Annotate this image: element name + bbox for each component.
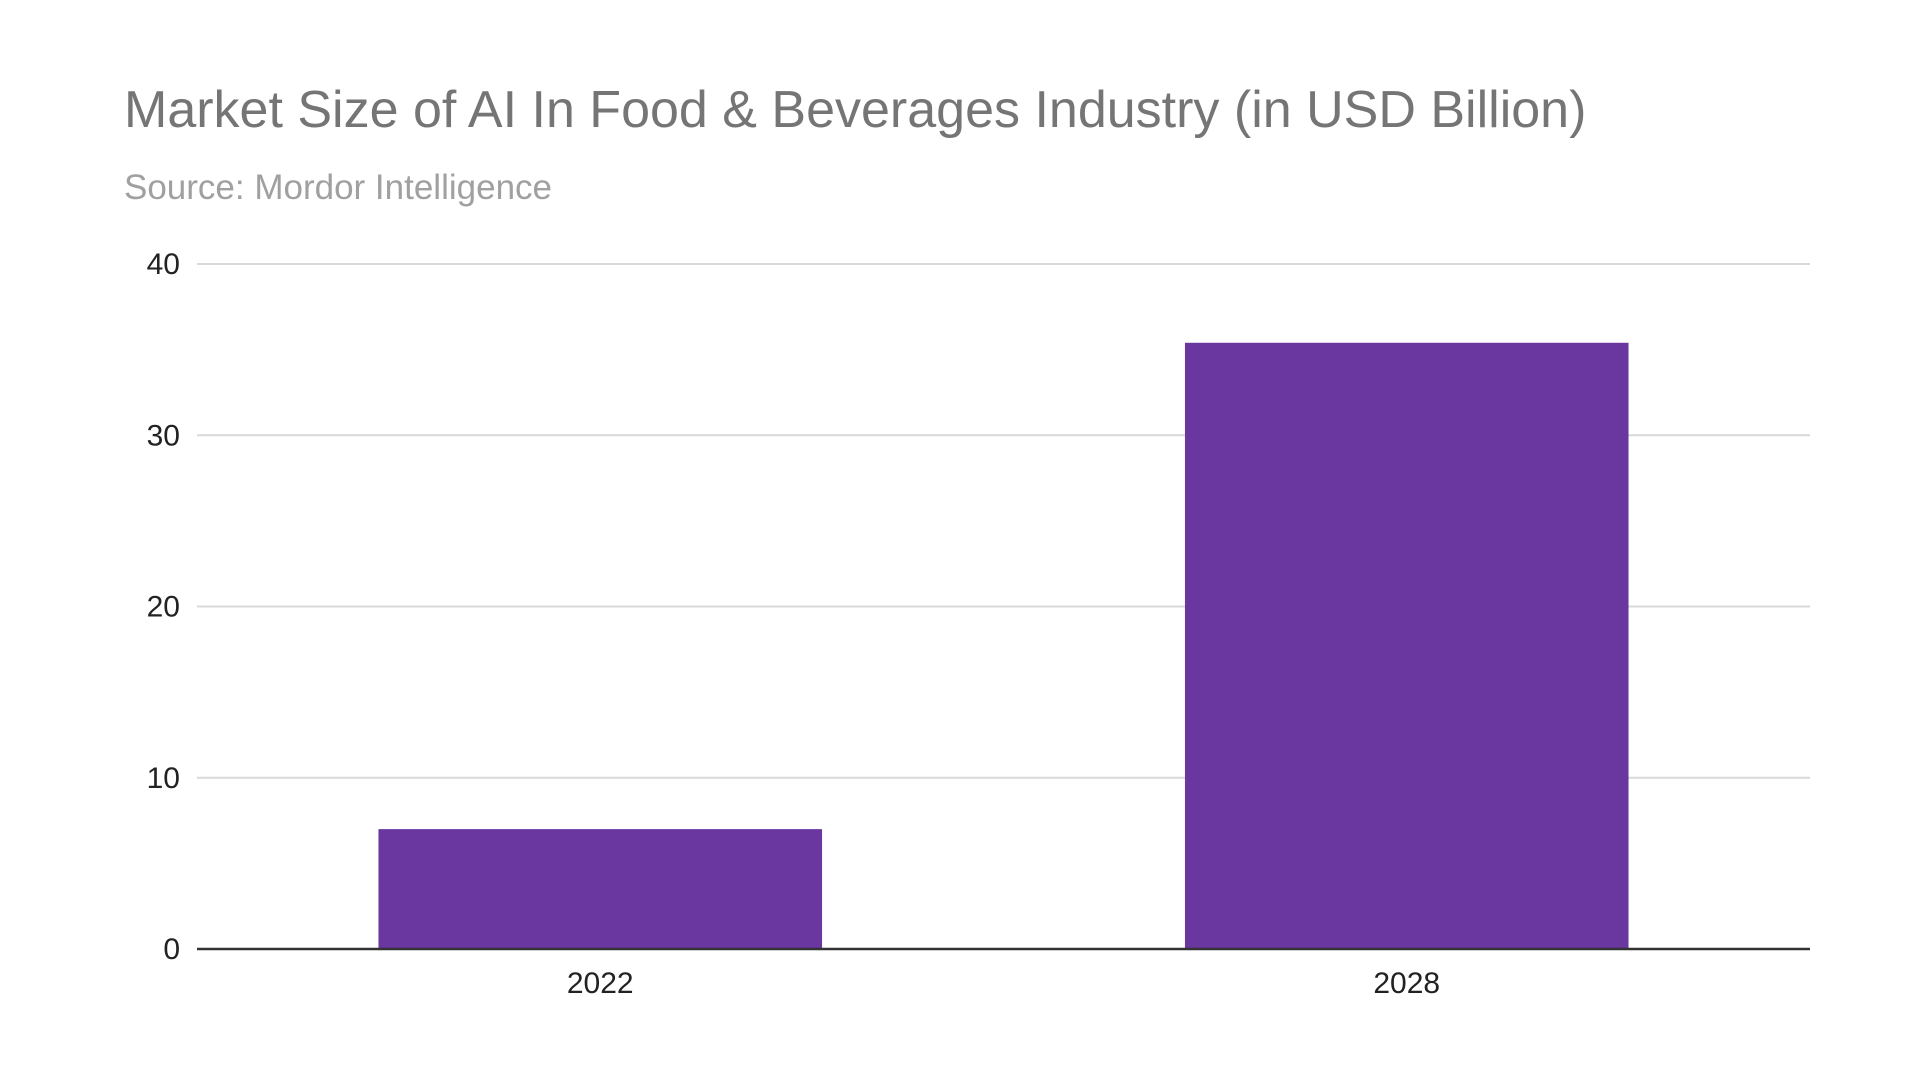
bars (378, 342, 1629, 949)
chart-title: Market Size of AI In Food & Beverages In… (124, 81, 1587, 139)
bar-2028 (1184, 342, 1629, 949)
y-tick-label: 10 (147, 762, 180, 795)
y-tick-label: 0 (163, 933, 180, 966)
x-tick-label: 2022 (567, 967, 634, 1000)
tick-labels: 0 10 20 30 40 2022 2028 (147, 248, 1441, 1000)
x-tick-label: 2028 (1373, 967, 1440, 1000)
chart-subtitle: Source: Mordor Intelligence (124, 168, 552, 207)
y-tick-label: 30 (147, 419, 180, 452)
bar-2022 (378, 829, 823, 949)
y-tick-label: 20 (147, 591, 180, 624)
y-tick-label: 40 (147, 248, 180, 281)
